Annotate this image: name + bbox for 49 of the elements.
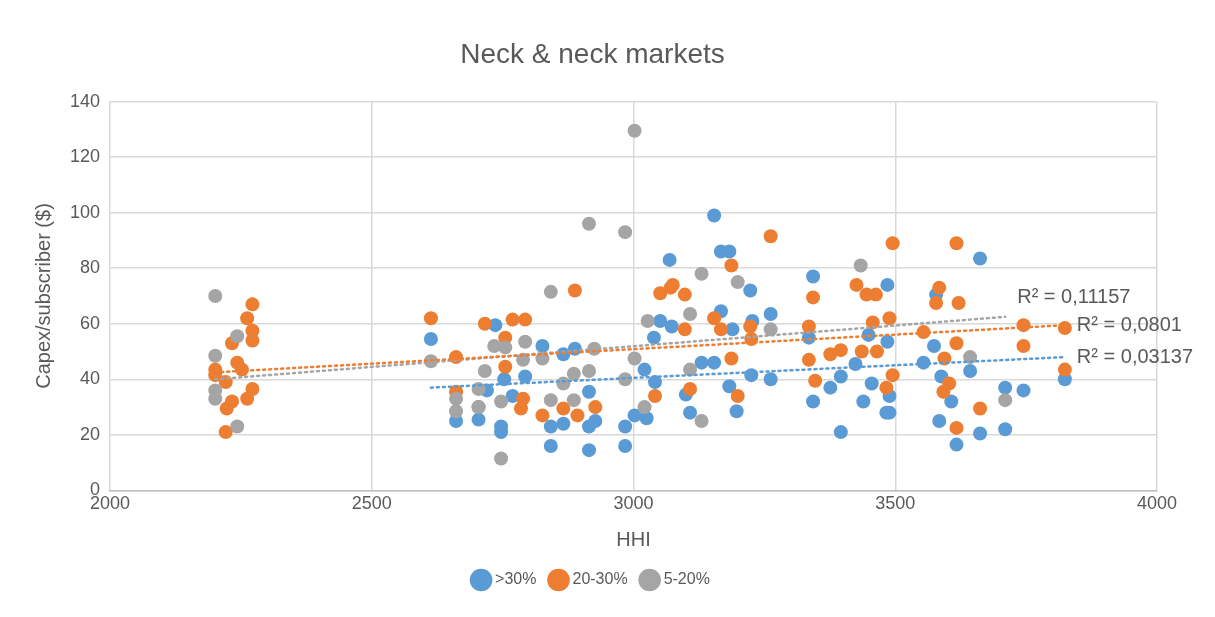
point	[730, 275, 745, 290]
point	[683, 307, 698, 322]
point	[582, 216, 597, 231]
y-tick-label: 100	[69, 201, 101, 222]
x-tick-label: 3000	[613, 493, 654, 514]
point	[694, 266, 709, 281]
point	[208, 348, 223, 363]
annotation: R² = 0,11157	[1017, 284, 1131, 307]
legend-label: >30%	[495, 570, 537, 588]
annotation: R² = 0,03137	[1076, 344, 1194, 367]
y-tick-label: 80	[80, 257, 101, 278]
y-axis-title: Capex/subscriber ($)	[31, 203, 54, 389]
point	[449, 391, 464, 406]
chart-title: Neck & neck markets	[460, 37, 725, 69]
point	[566, 393, 581, 408]
annotation: R² = 0,0801	[1076, 312, 1182, 335]
x-tick-label: 2500	[351, 493, 392, 514]
point	[449, 404, 464, 419]
point	[518, 334, 533, 349]
point	[998, 393, 1013, 408]
point	[477, 363, 492, 378]
point	[230, 419, 245, 434]
x-tick-label: 3500	[875, 493, 916, 514]
y-tick-label: 140	[69, 90, 101, 111]
legend-label: 20-30%	[572, 570, 628, 588]
y-tick-label: 60	[80, 312, 101, 333]
point	[627, 351, 642, 366]
point	[640, 313, 655, 328]
point	[494, 451, 509, 466]
point	[543, 284, 558, 299]
y-tick-label: 40	[80, 368, 101, 389]
point	[618, 225, 633, 240]
legend-label: 5-20%	[663, 570, 710, 588]
point	[582, 363, 597, 378]
point	[627, 123, 642, 138]
point	[494, 394, 509, 409]
point	[208, 289, 223, 303]
x-axis-title: HHI	[616, 527, 651, 550]
point	[230, 329, 245, 344]
point	[853, 258, 868, 273]
point	[683, 362, 698, 377]
x-tick-label: 4000	[1136, 493, 1178, 514]
point	[566, 366, 581, 381]
point	[694, 413, 709, 428]
y-tick-label: 20	[80, 423, 101, 444]
y-tick-label: 120	[69, 146, 101, 167]
point	[543, 393, 558, 408]
point	[498, 340, 513, 355]
point	[637, 400, 652, 415]
